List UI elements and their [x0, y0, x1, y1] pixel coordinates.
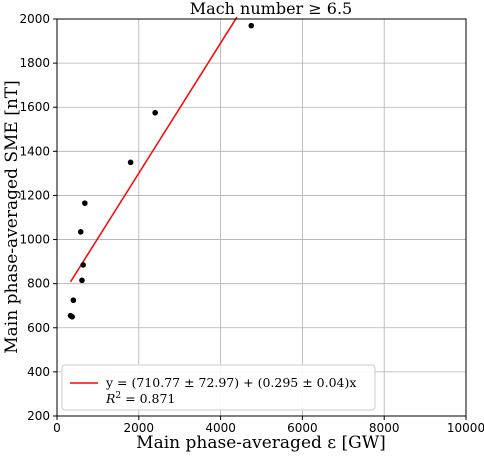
- scatter-point: [79, 277, 85, 284]
- legend-entry-label: y = (710.77 ± 72.97) + (0.295 ± 0.04)x: [105, 375, 356, 390]
- y-tick-label: 1800: [19, 56, 50, 70]
- scatter-point: [69, 313, 75, 320]
- x-axis-title: Main phase-averaged ε [GW]: [136, 433, 386, 453]
- x-tick-label: 8000: [369, 421, 400, 435]
- y-tick-label: 200: [27, 409, 50, 423]
- y-tick-label: 1200: [19, 188, 50, 202]
- legend-box: [61, 364, 376, 411]
- scatter-point: [82, 200, 88, 206]
- grid: [56, 18, 467, 417]
- fit-line-layer: [69, 16, 238, 283]
- x-tick-label: 6000: [287, 421, 318, 435]
- x-tick-label: 4000: [205, 421, 236, 435]
- y-tick-label: 1400: [19, 144, 50, 158]
- scatter-point: [152, 109, 158, 116]
- axis-ticks: 0 2000 4000 6000 8000 10000 200 400 600 800 1000 12…: [19, 12, 484, 435]
- scatter-point: [127, 159, 134, 166]
- y-tick-label: 600: [27, 321, 50, 335]
- x-tick-label: 0: [53, 421, 61, 435]
- data-points: [67, 22, 255, 320]
- y-tick-label: 1000: [19, 233, 50, 247]
- y-tick-label: 2000: [19, 12, 50, 26]
- legend: y = (710.77 ± 72.97) + (0.295 ± 0.04)x R…: [61, 364, 376, 411]
- scatter-point: [248, 22, 255, 29]
- fit-line: [69, 16, 238, 283]
- x-tick-label: 2000: [124, 421, 155, 435]
- x-tick-label: 10000: [447, 421, 484, 435]
- scatter-point: [77, 229, 84, 235]
- y-tick-label: 1600: [19, 100, 50, 114]
- plot-frame: [56, 18, 467, 417]
- y-axis-title: Main phase-averaged SME [nT]: [2, 80, 22, 354]
- chart-title: Mach number ≥ 6.5: [190, 0, 352, 18]
- scatter-point: [70, 297, 77, 304]
- y-tick-label: 400: [27, 365, 50, 379]
- scatter-point: [80, 262, 86, 268]
- y-tick-label: 800: [27, 277, 50, 291]
- legend-r-squared: R2 = 0.871: [105, 391, 175, 406]
